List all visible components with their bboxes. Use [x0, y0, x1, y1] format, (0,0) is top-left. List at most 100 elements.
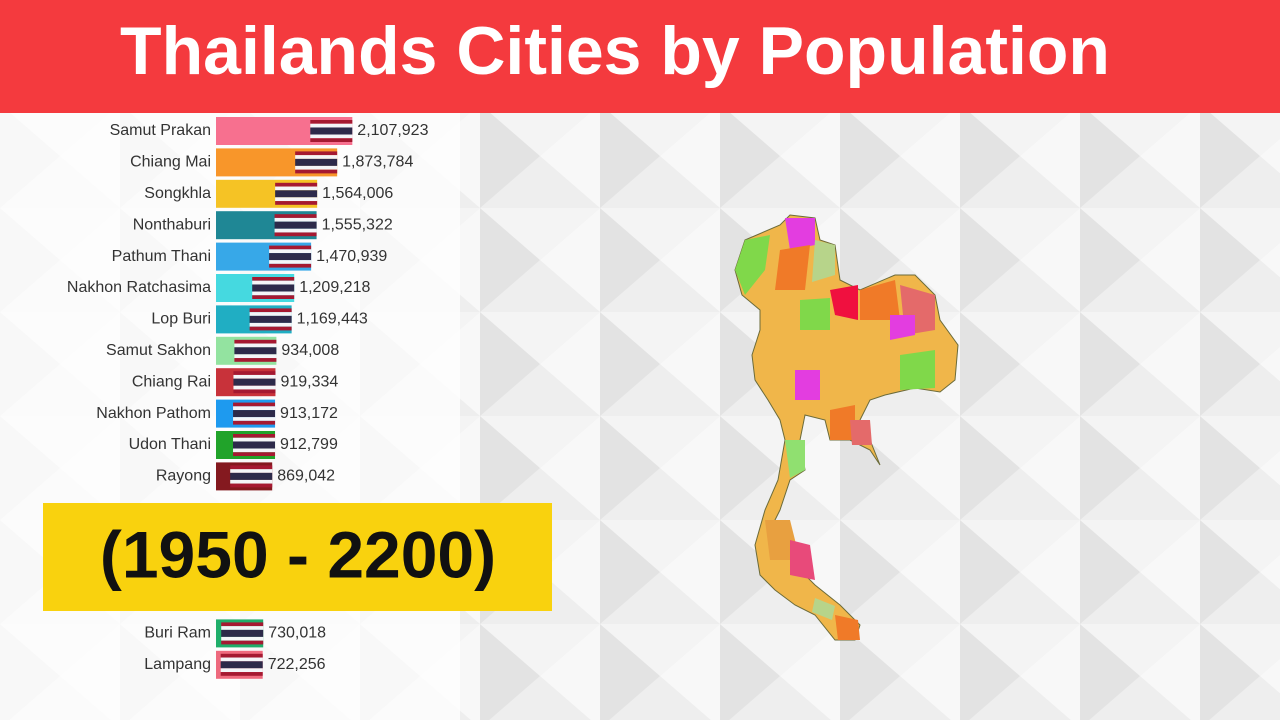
value-label: 1,564,006 — [322, 185, 393, 202]
value-label: 934,008 — [281, 342, 339, 359]
value-label: 1,169,443 — [297, 311, 368, 328]
map — [734, 214, 959, 641]
map-region — [812, 240, 835, 282]
flag-stripe — [233, 385, 276, 390]
flag-stripe — [230, 465, 273, 470]
flag-stripe — [275, 197, 318, 202]
value-label: 869,042 — [277, 468, 335, 485]
y-tick-label: Chiang Mai — [130, 154, 211, 171]
flag-stripe — [221, 629, 264, 637]
flag-stripe — [295, 151, 338, 156]
flag-stripe — [252, 295, 295, 299]
flag-stripe — [274, 228, 317, 233]
y-tick-label: Samut Prakan — [110, 122, 211, 139]
flag-stripe — [269, 249, 312, 254]
flag-stripe — [230, 479, 273, 484]
subtitle: (1950 - 2200) — [100, 517, 496, 591]
value-label: 1,555,322 — [322, 216, 393, 233]
flag-stripe — [295, 165, 338, 170]
map-region — [800, 298, 830, 330]
map-region — [735, 235, 770, 295]
flag-stripe — [275, 186, 318, 191]
flag-stripe — [233, 437, 276, 442]
flag-stripe — [230, 469, 273, 473]
flag-stripe — [233, 389, 276, 394]
flag-stripe — [310, 123, 353, 128]
flag-stripe — [249, 326, 292, 331]
map-region — [795, 370, 820, 400]
y-tick-label: Pathum Thani — [112, 248, 211, 265]
map-region — [785, 218, 815, 250]
map-region — [860, 345, 900, 395]
y-tick-label: Udon Thani — [129, 436, 211, 453]
flag-stripe — [233, 420, 276, 425]
map-region — [835, 615, 860, 640]
flag-stripe — [234, 354, 277, 359]
map-region — [785, 440, 805, 478]
flag-stripe — [252, 291, 295, 296]
y-tick-label: Lampang — [144, 656, 211, 673]
flag-stripe — [295, 155, 338, 159]
value-label: 1,470,939 — [316, 248, 387, 265]
map-region — [812, 598, 835, 620]
flag-stripe — [275, 182, 318, 187]
title-banner — [0, 0, 1280, 113]
chart-title: Thailands Cities by Population — [120, 13, 1110, 89]
y-tick-label: Samut Sakhon — [106, 342, 211, 359]
flag-stripe — [234, 339, 277, 344]
flag-stripe — [295, 169, 338, 174]
flag-stripe — [221, 626, 264, 630]
map-region — [860, 280, 900, 320]
flag-stripe — [249, 322, 292, 327]
flag-stripe — [234, 347, 277, 355]
flag-stripe — [233, 406, 276, 411]
flag-stripe — [249, 312, 292, 316]
map-region — [900, 350, 935, 390]
flag-stripe — [230, 472, 273, 480]
flag-stripe — [233, 434, 276, 438]
flag-stripe — [233, 448, 276, 453]
flag-stripe — [252, 277, 295, 281]
flag-stripe — [295, 158, 338, 166]
value-label: 2,107,923 — [357, 122, 428, 139]
flag-stripe — [233, 402, 276, 407]
y-tick-label: Nakhon Pathom — [96, 405, 211, 422]
y-tick-label: Rayong — [156, 468, 211, 485]
flag-stripe — [269, 253, 312, 261]
y-tick-label: Chiang Rai — [132, 373, 211, 390]
flag-stripe — [310, 138, 353, 142]
flag-stripe — [233, 417, 276, 421]
flag-stripe — [310, 127, 353, 135]
flag-stripe — [221, 640, 264, 645]
flag-stripe — [275, 201, 318, 205]
flag-stripe — [233, 378, 276, 386]
value-label: 912,799 — [280, 436, 338, 453]
flag-stripe — [252, 284, 295, 292]
flag-stripe — [274, 221, 317, 229]
map-region — [890, 315, 915, 340]
flag-stripe — [249, 308, 292, 313]
y-tick-label: Nakhon Ratchasima — [67, 279, 211, 296]
flag-stripe — [234, 343, 277, 348]
y-tick-label: Lop Buri — [151, 311, 211, 328]
flag-stripe — [220, 657, 263, 662]
flag-stripe — [233, 410, 276, 418]
flag-stripe — [274, 232, 317, 237]
flag-stripe — [220, 668, 263, 673]
map-region — [775, 245, 810, 290]
flag-stripe — [233, 371, 276, 375]
flag-stripe — [221, 636, 264, 641]
value-label: 722,256 — [268, 656, 326, 673]
flag-stripe — [233, 452, 276, 456]
value-label: 1,209,218 — [299, 279, 370, 296]
value-label: 913,172 — [280, 405, 338, 422]
subtitle-box — [43, 503, 552, 611]
flag-stripe — [310, 134, 353, 139]
flag-stripe — [252, 280, 295, 285]
flag-stripe — [233, 441, 276, 449]
flag-stripe — [220, 672, 263, 676]
map-region — [850, 420, 872, 445]
flag-stripe — [275, 190, 318, 198]
